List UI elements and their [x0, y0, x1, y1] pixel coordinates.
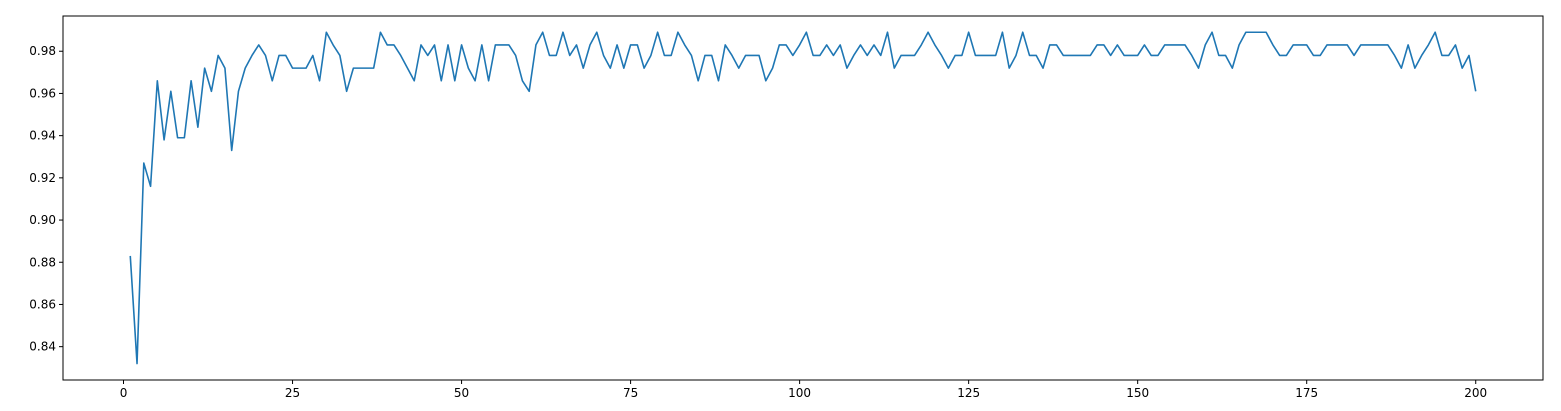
y-tick-label: 0.90 — [29, 213, 56, 227]
y-tick-label: 0.98 — [29, 44, 56, 58]
x-tick-label: 200 — [1464, 386, 1487, 400]
y-tick-label: 0.94 — [29, 129, 56, 143]
y-tick-label: 0.92 — [29, 171, 56, 185]
series-layer — [129, 31, 1477, 365]
x-tick-label: 50 — [454, 386, 469, 400]
x-tick-label: 175 — [1295, 386, 1318, 400]
y-tick-label: 0.86 — [29, 297, 56, 311]
x-tick-label: 75 — [623, 386, 638, 400]
x-tick-label: 25 — [285, 386, 300, 400]
x-tick-label: 125 — [957, 386, 980, 400]
y-tick-label: 0.84 — [29, 340, 56, 354]
series-line — [129, 31, 1477, 365]
ticks-layer: 0 25 50 75 100 125 150 175 200 0.84 0.86 0.88 0.90 0.… — [29, 44, 1487, 400]
x-tick-label: 150 — [1126, 386, 1149, 400]
plot-frame — [62, 15, 1544, 381]
plot-area — [63, 16, 1543, 380]
y-tick-label: 0.88 — [29, 255, 56, 269]
x-tick-label: 100 — [788, 386, 811, 400]
x-tick-label: 0 — [120, 386, 128, 400]
y-tick-label: 0.96 — [29, 86, 56, 100]
